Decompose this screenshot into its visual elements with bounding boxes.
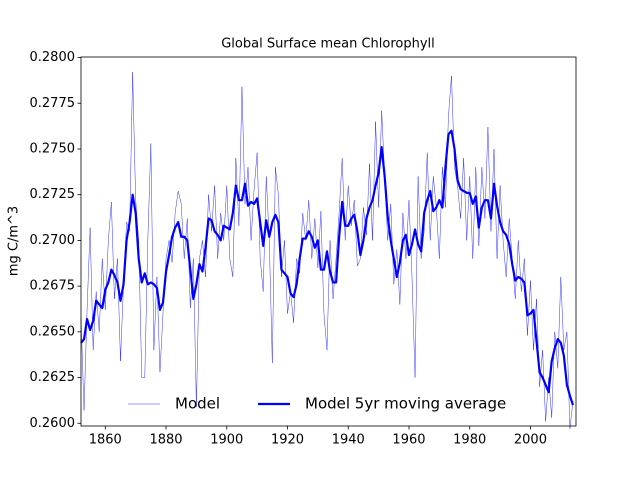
x-tick-label: 1920 <box>271 433 304 448</box>
x-tick-label: 1860 <box>89 433 122 448</box>
legend-label: Model <box>175 395 220 413</box>
y-tick-label: 0.2600 <box>30 416 76 431</box>
legend-label: Model 5yr moving average <box>305 395 506 413</box>
y-tick-label: 0.2650 <box>30 324 76 339</box>
y-tick-label: 0.2725 <box>30 187 76 202</box>
chart-title: Global Surface mean Chlorophyll <box>221 37 435 52</box>
x-tick-label: 1940 <box>332 433 365 448</box>
y-tick-label: 0.2800 <box>30 50 76 65</box>
y-tick-label: 0.2775 <box>30 96 76 111</box>
x-tick-label: 1900 <box>210 433 243 448</box>
y-tick-label: 0.2750 <box>30 141 76 156</box>
x-tick-label: 2000 <box>514 433 547 448</box>
y-tick-label: 0.2700 <box>30 233 76 248</box>
y-axis-label: mg C/m^3 <box>7 206 22 276</box>
series-line <box>80 71 574 429</box>
x-tick-label: 1980 <box>453 433 486 448</box>
series-line <box>80 129 575 406</box>
y-tick-label: 0.2675 <box>30 279 76 294</box>
axes-frame <box>80 56 577 427</box>
plot-area <box>80 71 575 429</box>
y-tick-label: 0.2625 <box>30 370 76 385</box>
x-tick-label: 1960 <box>392 433 425 448</box>
x-tick-label: 1880 <box>149 433 182 448</box>
